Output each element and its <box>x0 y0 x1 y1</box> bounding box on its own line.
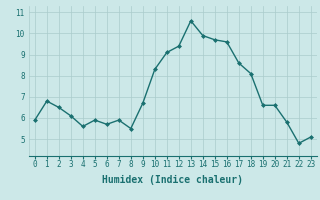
X-axis label: Humidex (Indice chaleur): Humidex (Indice chaleur) <box>102 175 243 185</box>
